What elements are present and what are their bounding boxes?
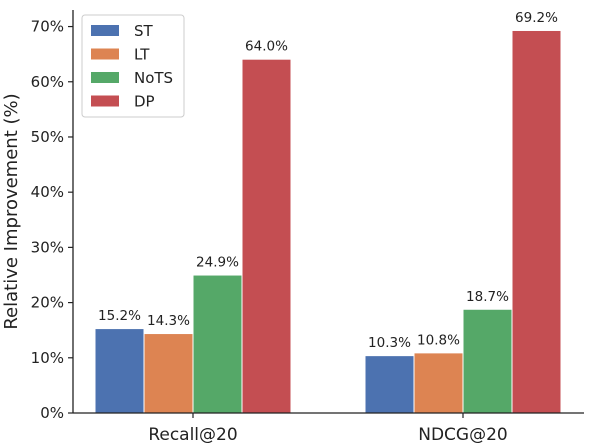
legend-entry-lt: LT xyxy=(134,46,150,64)
bar-st-1 xyxy=(365,356,414,413)
legend-entry-nots: NoTS xyxy=(134,69,173,87)
y-tick-label: 70% xyxy=(31,18,64,36)
y-tick-label: 50% xyxy=(31,128,64,146)
legend-entry-dp: DP xyxy=(134,93,155,111)
legend-swatch-dp xyxy=(91,95,119,107)
data-label-st-1: 10.3% xyxy=(368,335,411,351)
data-label-nots-1: 18.7% xyxy=(466,289,509,305)
bar-dp-0 xyxy=(242,59,291,413)
y-tick-label: 30% xyxy=(31,238,64,256)
plot-area: 15.2% 10.3% 14.3% 10.8% 24.9% 18.7% 64.0% 69.2% xyxy=(95,10,561,413)
y-tick-label: 40% xyxy=(31,183,64,201)
bar-lt-0 xyxy=(144,334,193,413)
data-label-st-0: 15.2% xyxy=(98,308,141,324)
legend-entry-st: ST xyxy=(134,22,154,40)
bar-dp-1 xyxy=(512,30,561,413)
bar-st-0 xyxy=(95,329,144,413)
x-category-label: Recall@20 xyxy=(148,425,237,443)
data-label-dp-1: 69.2% xyxy=(515,10,558,26)
legend-box xyxy=(81,14,185,118)
data-label-lt-1: 10.8% xyxy=(417,332,460,348)
y-tick-label: 20% xyxy=(31,294,64,312)
bar-nots-0 xyxy=(193,275,242,413)
axes: 0% 10% 20% 30% 40% 50% 60% 70% Recall@20 NDCG@20 R… xyxy=(1,10,584,443)
legend-swatch-st xyxy=(91,25,119,36)
data-label-nots-0: 24.9% xyxy=(196,255,239,271)
legend: ST LT NoTS DP xyxy=(81,14,185,118)
y-tick-label: 10% xyxy=(31,349,64,367)
legend-swatch-lt xyxy=(91,48,119,60)
data-label-lt-0: 14.3% xyxy=(147,313,190,329)
y-tick-label: 0% xyxy=(40,404,64,422)
bar-lt-1 xyxy=(414,353,463,413)
bar-nots-1 xyxy=(463,309,512,413)
y-tick-label: 60% xyxy=(31,73,64,91)
legend-swatch-nots xyxy=(91,72,119,83)
y-axis-title: Relative Improvement (%) xyxy=(1,93,22,329)
data-label-dp-0: 64.0% xyxy=(245,39,288,55)
x-category-label: NDCG@20 xyxy=(418,425,507,443)
